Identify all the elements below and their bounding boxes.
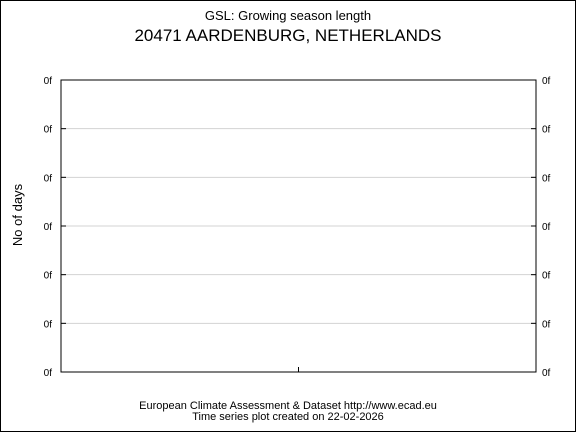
y-tick-label-right: 0f xyxy=(542,76,551,87)
grid-lines xyxy=(61,128,536,324)
y-tick-label-right: 0f xyxy=(542,222,551,233)
footer-credit: European Climate Assessment & Dataset ht… xyxy=(139,400,437,412)
y-tick-label-right: 0f xyxy=(542,173,551,184)
y-tick-label-left: 0f xyxy=(44,271,53,282)
y-tick-labels-left: 0f 0f 0f 0f 0f 0f 0f xyxy=(44,76,53,379)
y-tick-label-right: 0f xyxy=(542,271,551,282)
y-tick-label-left: 0f xyxy=(44,222,53,233)
footer-created: Time series plot created on 22-02-2026 xyxy=(192,411,384,423)
y-tick-label-right: 0f xyxy=(542,125,551,136)
y-axis-label: No of days xyxy=(10,183,25,246)
y-tick-label-right: 0f xyxy=(542,368,551,379)
y-tick-labels-right: 0f 0f 0f 0f 0f 0f 0f xyxy=(542,76,551,379)
y-tick-label-left: 0f xyxy=(44,368,53,379)
y-tick-label-right: 0f xyxy=(542,319,551,330)
y-tick-label-left: 0f xyxy=(44,173,53,184)
chart-subtitle: 20471 AARDENBURG, NETHERLANDS xyxy=(134,26,442,45)
chart-title: GSL: Growing season length xyxy=(204,8,372,23)
y-tick-label-left: 0f xyxy=(44,319,53,330)
y-tick-label-left: 0f xyxy=(44,125,53,136)
y-tick-label-left: 0f xyxy=(44,76,53,87)
axis-ticks xyxy=(61,79,536,373)
